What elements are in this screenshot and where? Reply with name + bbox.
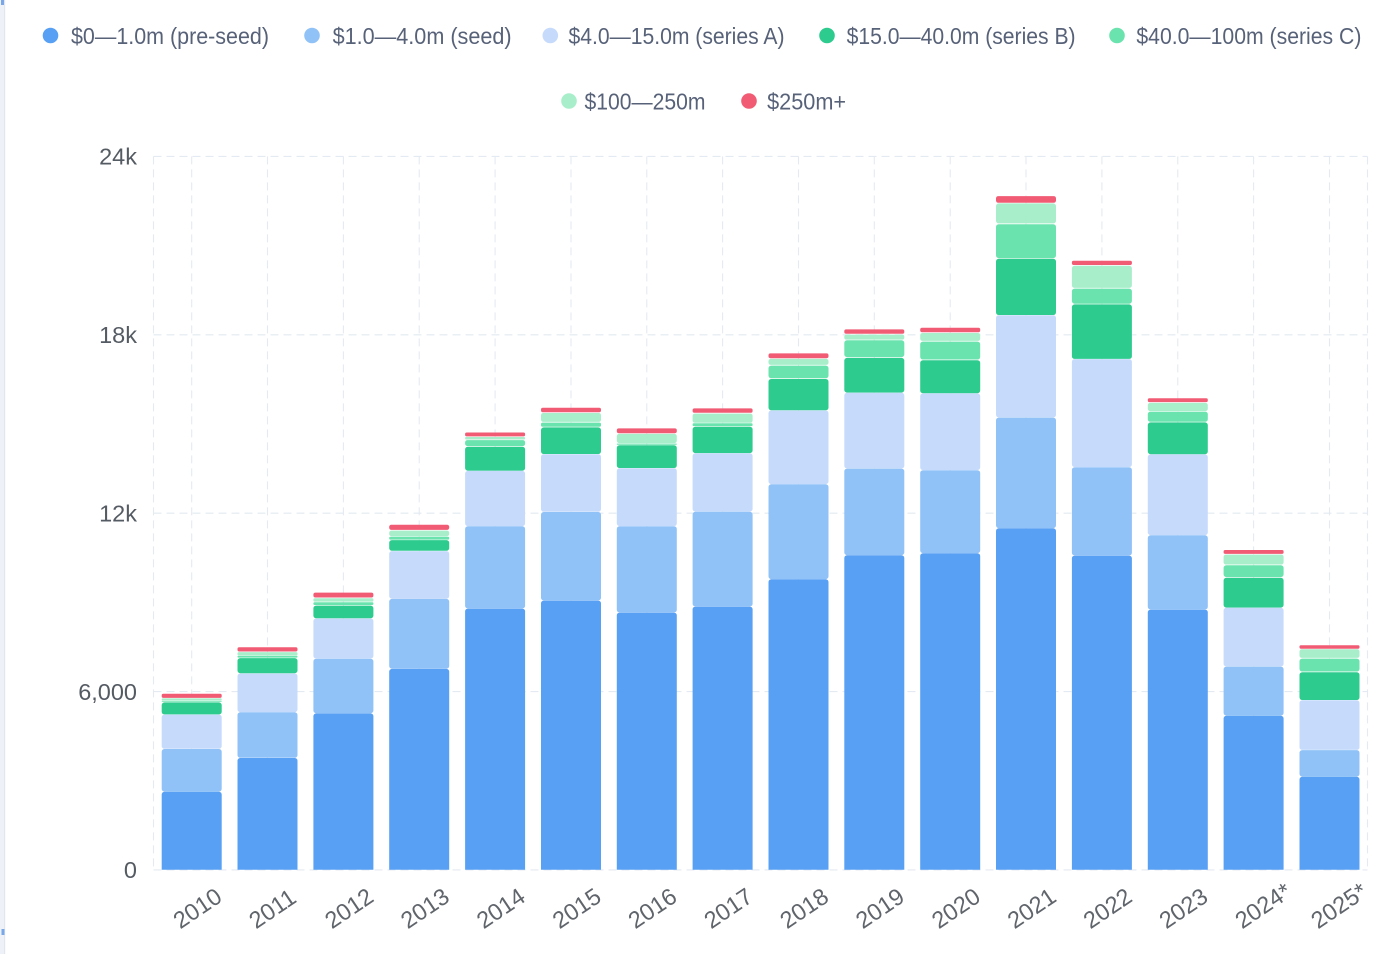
svg-text:$0—1.0m (pre-seed): $0—1.0m (pre-seed) (71, 23, 269, 49)
svg-text:6,000: 6,000 (78, 679, 137, 705)
svg-text:$1.0—4.0m (seed): $1.0—4.0m (seed) (333, 23, 512, 49)
svg-text:$15.0—40.0m (series B): $15.0—40.0m (series B) (847, 23, 1076, 49)
svg-text:12k: 12k (99, 501, 137, 527)
svg-text:24k: 24k (99, 144, 137, 170)
svg-text:$100—250m: $100—250m (585, 88, 706, 114)
svg-text:$4.0—15.0m (series A): $4.0—15.0m (series A) (569, 23, 785, 49)
svg-text:$250m+: $250m+ (767, 88, 846, 114)
svg-text:18k: 18k (99, 322, 137, 348)
svg-text:$40.0—100m (series C): $40.0—100m (series C) (1136, 23, 1361, 49)
svg-text:0: 0 (124, 857, 137, 883)
